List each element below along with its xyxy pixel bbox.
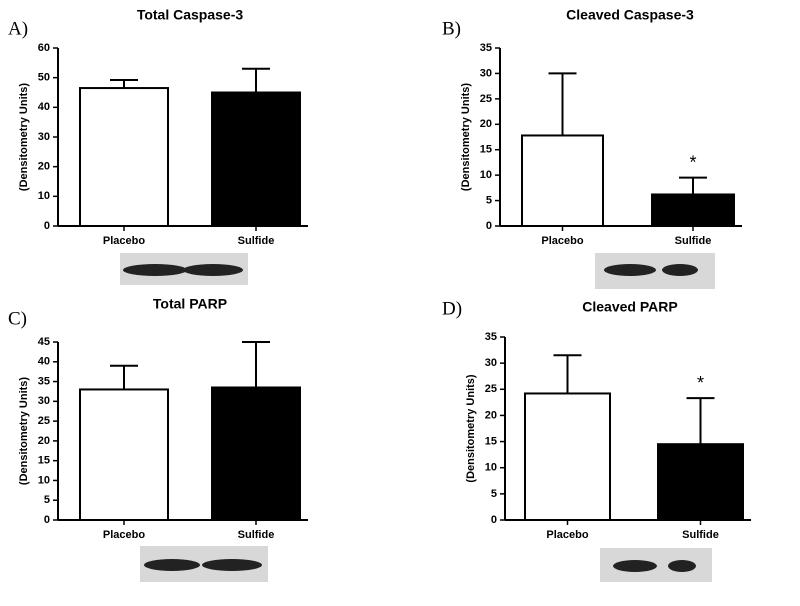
y-tick-label: 30 <box>485 357 497 369</box>
y-tick-label: 40 <box>38 101 50 113</box>
x-tick-label: Placebo <box>103 529 145 541</box>
x-tick-label: Placebo <box>103 235 145 247</box>
y-tick-label: 15 <box>480 144 492 156</box>
y-tick-label: 35 <box>38 375 50 387</box>
y-tick-label: 0 <box>44 514 50 526</box>
y-axis-label: (Densitometry Units) <box>18 377 30 486</box>
blot-band <box>144 559 200 571</box>
y-tick-label: 30 <box>480 67 492 79</box>
y-tick-label: 5 <box>486 194 492 206</box>
y-tick-label: 0 <box>44 220 50 232</box>
y-axis-label: (Densitometry Units) <box>460 83 472 192</box>
y-tick-label: 20 <box>485 409 497 421</box>
blot-band <box>668 560 696 572</box>
chart-title: Total PARP <box>153 296 227 312</box>
y-tick-label: 10 <box>480 169 492 181</box>
x-tick-label: Placebo <box>541 235 583 247</box>
blot-band <box>662 264 698 276</box>
y-tick-label: 25 <box>485 383 497 395</box>
y-tick-label: 0 <box>486 220 492 232</box>
y-tick-label: 10 <box>485 462 497 474</box>
blot-band <box>123 264 187 276</box>
blot-band <box>604 264 656 276</box>
y-tick-label: 35 <box>480 42 492 54</box>
bar <box>211 386 301 521</box>
panel-label: D) <box>442 298 462 319</box>
y-tick-label: 30 <box>38 395 50 407</box>
y-tick-label: 25 <box>480 93 492 105</box>
bar <box>651 193 735 227</box>
bar <box>211 91 301 227</box>
chart-title: Total Caspase-3 <box>137 7 244 23</box>
y-tick-label: 10 <box>38 190 50 202</box>
bar <box>524 392 611 521</box>
x-tick-label: Sulfide <box>238 235 275 247</box>
annotation: * <box>697 373 704 393</box>
bar <box>79 87 169 227</box>
y-tick-label: 20 <box>480 118 492 130</box>
x-tick-label: Sulfide <box>675 235 712 247</box>
y-tick-label: 15 <box>485 435 497 447</box>
y-axis-label: (Densitometry Units) <box>465 374 477 483</box>
y-tick-label: 0 <box>491 514 497 526</box>
y-tick-label: 20 <box>38 435 50 447</box>
panel-label: C) <box>8 308 27 329</box>
y-tick-label: 5 <box>44 494 50 506</box>
blot-band <box>613 560 657 572</box>
blot-band <box>183 264 243 276</box>
bar <box>79 388 169 522</box>
panel-label: B) <box>442 18 461 39</box>
y-tick-label: 25 <box>38 415 50 427</box>
y-tick-label: 40 <box>38 356 50 368</box>
y-tick-label: 15 <box>38 455 50 467</box>
y-tick-label: 10 <box>38 474 50 486</box>
y-tick-label: 60 <box>38 42 50 54</box>
y-tick-label: 20 <box>38 161 50 173</box>
y-tick-label: 35 <box>485 331 497 343</box>
x-tick-label: Sulfide <box>682 529 719 541</box>
annotation: * <box>689 152 696 172</box>
bar <box>521 134 604 227</box>
x-tick-label: Sulfide <box>238 529 275 541</box>
x-tick-label: Placebo <box>546 529 588 541</box>
panel-label: A) <box>8 18 28 39</box>
y-tick-label: 5 <box>491 488 497 500</box>
chart-title: Cleaved PARP <box>582 299 677 315</box>
y-axis-label: (Densitometry Units) <box>18 83 30 192</box>
y-tick-label: 45 <box>38 336 50 348</box>
y-tick-label: 30 <box>38 131 50 143</box>
blot-band <box>202 559 262 571</box>
y-tick-label: 50 <box>38 72 50 84</box>
bar <box>657 443 744 521</box>
chart-title: Cleaved Caspase-3 <box>566 7 694 23</box>
